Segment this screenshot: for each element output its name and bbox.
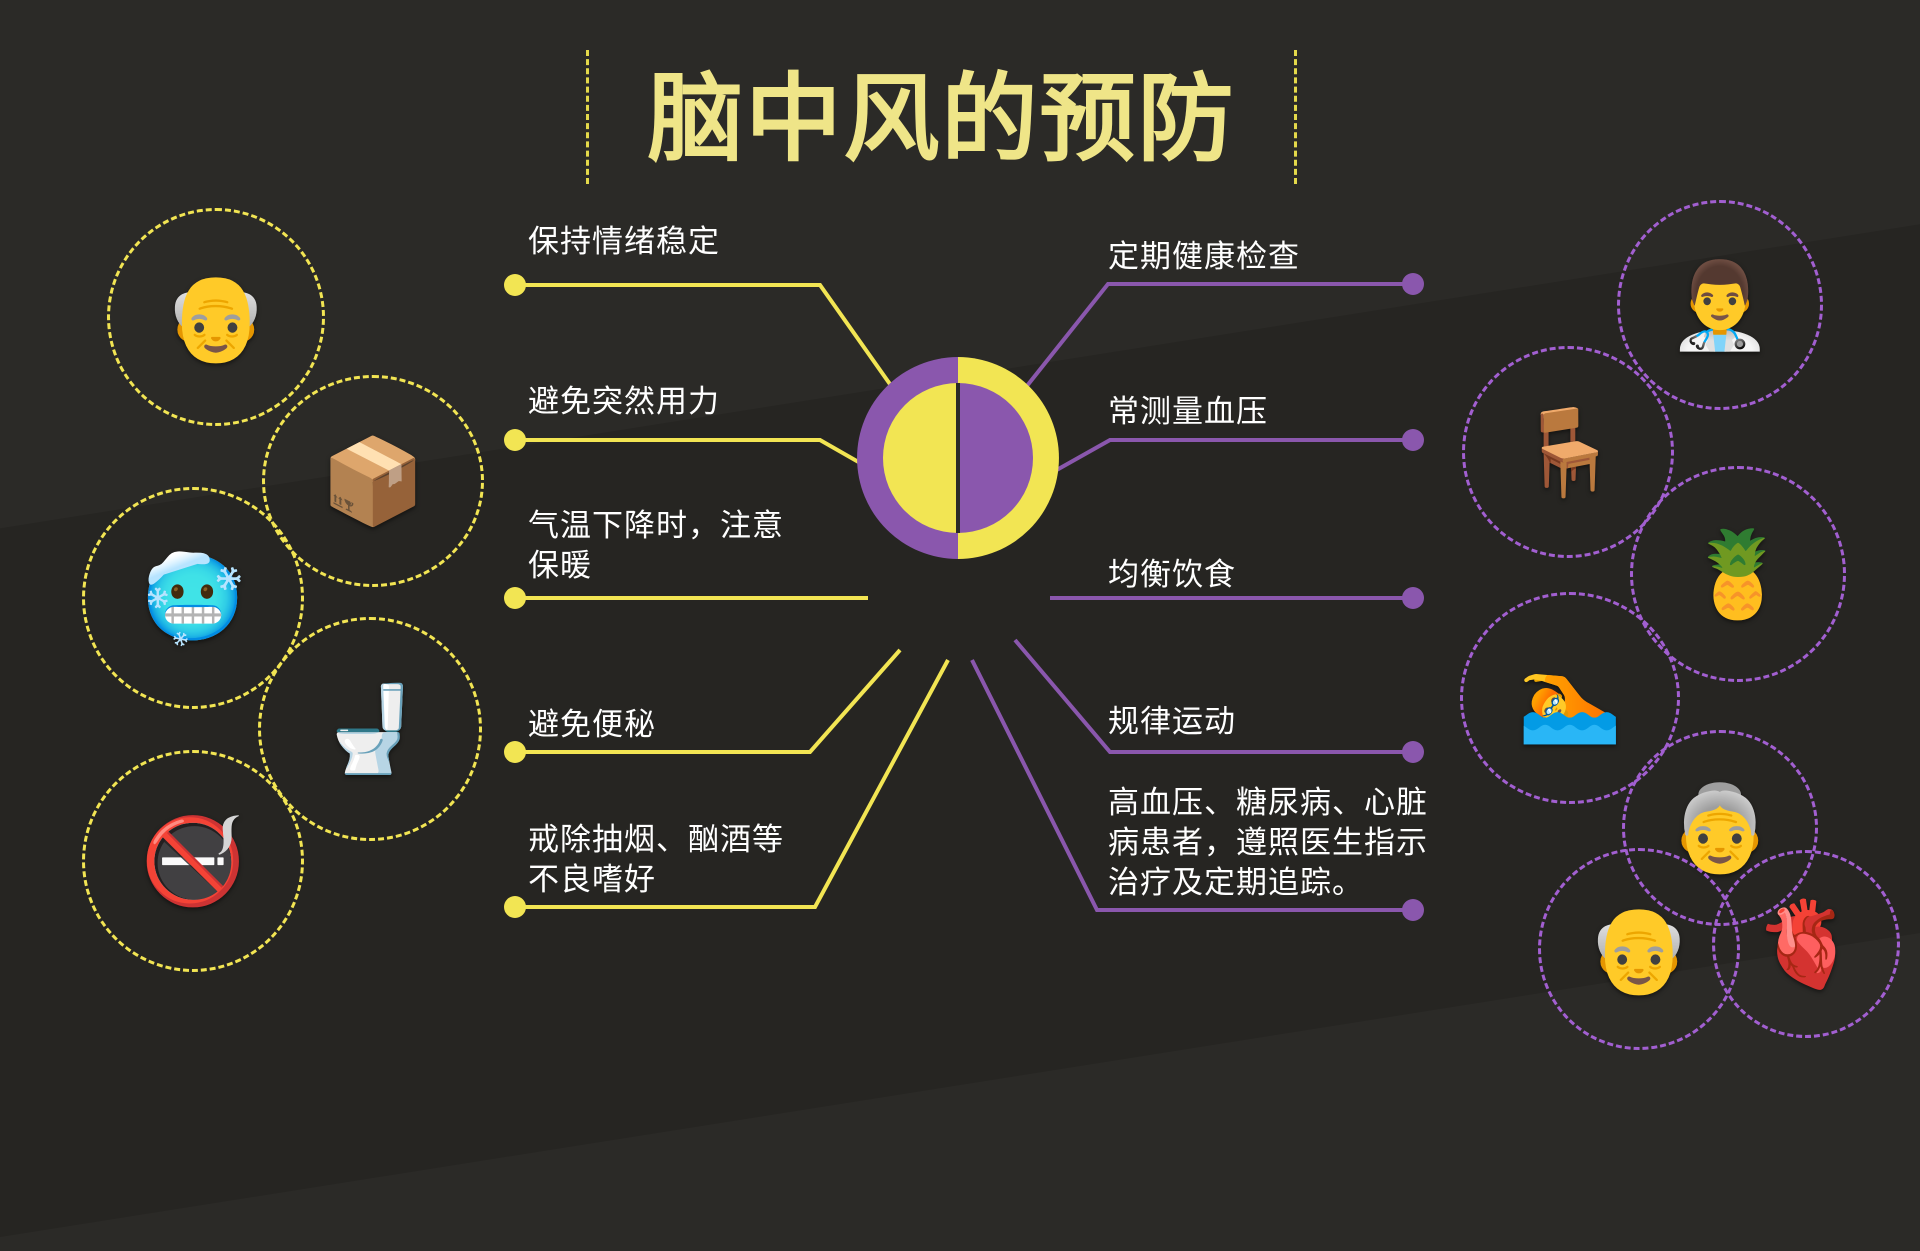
label-quit-smoking-drinking: 戒除抽烟、酗酒等 不良嗜好 [528, 822, 784, 898]
right-node-4 [1402, 741, 1424, 763]
right-branch-5 [970, 659, 1413, 912]
right-node-1 [1402, 273, 1424, 295]
left-node-4 [504, 741, 526, 763]
label-avoid-sudden-force: 避免突然用力 [528, 384, 720, 420]
toilet-icon: 🚽 [258, 617, 482, 841]
left-node-2 [504, 429, 526, 451]
left-branch-4 [515, 648, 902, 754]
label-follow-doctor: 高血压、糖尿病、心脏 病患者，遵照医生指示 治疗及定期追踪。 [1108, 785, 1428, 901]
right-node-5 [1402, 899, 1424, 921]
lifting-box-icon: 📦 [262, 375, 484, 587]
label-avoid-constipation: 避免便秘 [528, 707, 656, 743]
left-branch-5 [515, 659, 950, 909]
swimming-icon: 🏊 [1460, 592, 1680, 804]
desk-icon: 🪑 [1462, 346, 1674, 558]
armchair-elder-icon: 👴 [107, 208, 325, 426]
title-frame: 脑中风的预防 [586, 50, 1297, 184]
left-node-5 [504, 896, 526, 918]
label-balanced-diet: 均衡饮食 [1108, 557, 1236, 593]
no-smoking-icon: 🚭 [82, 750, 304, 972]
doctor-calendar-icon: 👨‍⚕️ [1617, 200, 1823, 410]
label-emotion-stable: 保持情绪稳定 [528, 224, 720, 260]
label-measure-blood-pressure: 常测量血压 [1108, 394, 1268, 430]
left-node-1 [504, 274, 526, 296]
center-hub [857, 357, 1059, 559]
page-title: 脑中风的预防 [647, 62, 1236, 175]
left-node-3 [504, 587, 526, 609]
label-regular-checkup: 定期健康检查 [1108, 239, 1300, 275]
right-branch-2 [1029, 438, 1413, 487]
mindmap-connectors [504, 273, 1424, 921]
heart-icon: 🫀 [1712, 850, 1900, 1038]
label-regular-exercise: 规律运动 [1108, 704, 1236, 740]
healthy-food-icon: 🍍 [1630, 466, 1846, 682]
right-node-2 [1402, 429, 1424, 451]
label-keep-warm: 气温下降时，注意 保暖 [528, 508, 784, 584]
elder-man-icon: 👴 [1538, 848, 1740, 1050]
right-branch-4 [1013, 638, 1413, 754]
right-node-3 [1402, 587, 1424, 609]
cold-person-icon: 🥶 [82, 487, 304, 709]
left-branch-2 [515, 438, 891, 482]
